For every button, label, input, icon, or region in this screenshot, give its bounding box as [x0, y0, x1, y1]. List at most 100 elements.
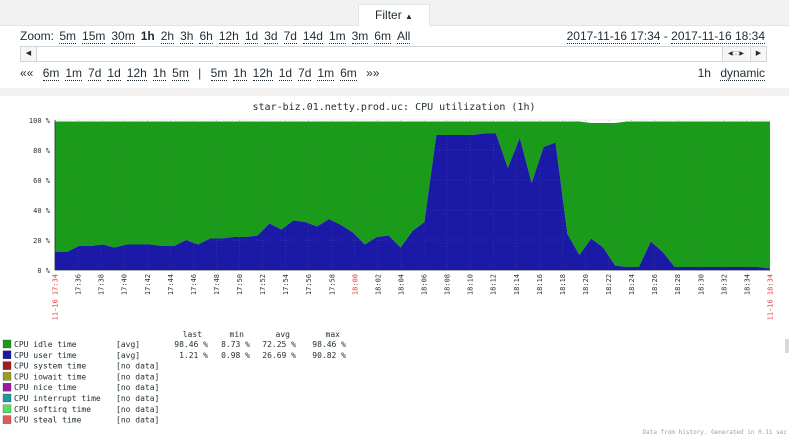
x-tick-label: 18:02: [374, 274, 382, 295]
zoom-option-14d[interactable]: 14d: [302, 29, 323, 44]
x-tick-label: 17:52: [259, 274, 267, 295]
arrow-right-icon: ▶: [755, 50, 762, 57]
x-tick-label: 18:20: [582, 274, 590, 295]
legend-min-value: 8.73 %: [221, 340, 250, 349]
nav-forward-7d[interactable]: 7d: [298, 66, 312, 81]
nav-back-12h[interactable]: 12h: [126, 66, 147, 81]
x-tick-label: 18:26: [651, 274, 659, 295]
cpu-utilization-chart: star-biz.01.netty.prod.uc: CPU utilizati…: [2, 102, 788, 436]
legend-func: [no data]: [116, 405, 159, 414]
time-range-separator: -: [660, 29, 672, 43]
zoom-option-3d[interactable]: 3d: [264, 29, 278, 44]
scroll-handle[interactable]: ◀::::▶: [722, 47, 749, 61]
series-area-cpu-idle-time: [55, 121, 770, 269]
legend-label: CPU user time: [14, 351, 77, 360]
nav-forward-6m[interactable]: 6m: [340, 66, 357, 81]
x-tick-label: 17:42: [144, 274, 152, 295]
zoom-option-12h[interactable]: 12h: [218, 29, 239, 44]
stats-header-min: min: [230, 330, 245, 339]
timeline-scrollbar[interactable]: ◀ ◀::::▶ ▶: [20, 46, 767, 62]
zoom-option-6h[interactable]: 6h: [199, 29, 213, 44]
period-mode-toggle[interactable]: dynamic: [720, 66, 765, 81]
legend-swatch: [2, 361, 12, 370]
time-from-link[interactable]: 2017-11-16 17:34: [566, 29, 661, 44]
zoom-option-1h[interactable]: 1h: [140, 29, 155, 43]
forward-all-link[interactable]: »»: [366, 66, 380, 80]
stats-header-max: max: [326, 330, 341, 339]
x-tick-label: 17:44: [167, 274, 175, 295]
back-all-link[interactable]: ««: [20, 66, 34, 80]
legend-last-value: 98.46 %: [174, 340, 208, 349]
x-tick-label: 18:00: [351, 274, 359, 295]
zoom-option-6m[interactable]: 6m: [374, 29, 391, 44]
nav-forward-12h[interactable]: 12h: [252, 66, 273, 81]
y-tick-label: 0 %: [37, 267, 50, 275]
nav-forward-1m[interactable]: 1m: [317, 66, 335, 81]
legend-label: CPU idle time: [14, 340, 77, 349]
x-tick-label: 17:50: [236, 274, 244, 295]
x-tick-label: 18:16: [536, 274, 544, 295]
filter-toggle-button[interactable]: Filter ▲: [358, 4, 430, 26]
nav-forward-5m[interactable]: 5m: [210, 66, 228, 81]
x-tick-label: 18:06: [421, 274, 429, 295]
x-tick-label: 18:14: [513, 274, 521, 295]
legend-func: [no data]: [116, 383, 159, 392]
legend-min-value: 0.98 %: [221, 351, 250, 360]
scroll-right-button[interactable]: ▶: [750, 47, 766, 61]
legend-label: CPU interrupt time: [14, 394, 101, 403]
nav-back-1h[interactable]: 1h: [152, 66, 167, 81]
legend-label: CPU system time: [14, 362, 86, 371]
zoom-option-1m[interactable]: 1m: [328, 29, 346, 44]
filter-bar: Filter ▲: [0, 0, 789, 26]
legend-func: [avg]: [116, 351, 140, 360]
period-value: 1h: [697, 66, 711, 80]
arrow-left-icon: ◀: [25, 50, 32, 57]
nav-back-1m[interactable]: 1m: [65, 66, 83, 81]
legend-swatch: [2, 383, 12, 392]
x-tick-label: 17:38: [98, 274, 106, 295]
legend-label: CPU nice time: [14, 383, 77, 392]
y-tick-label: 20 %: [33, 237, 51, 245]
zoom-label: Zoom:: [20, 29, 55, 43]
caret-up-icon: ▲: [405, 12, 413, 21]
legend-max-value: 90.82 %: [312, 351, 346, 360]
zoom-option-3m[interactable]: 3m: [351, 29, 369, 44]
legend-func: [no data]: [116, 362, 159, 371]
x-tick-label: 18:12: [490, 274, 498, 295]
zoom-option-30m[interactable]: 30m: [111, 29, 135, 44]
nav-back-6m[interactable]: 6m: [42, 66, 60, 81]
zoom-option-3h[interactable]: 3h: [180, 29, 194, 44]
y-tick-label: 100 %: [29, 117, 51, 125]
x-tick-label: 18:30: [697, 274, 705, 295]
zoom-option-15m[interactable]: 15m: [82, 29, 106, 44]
legend-label: CPU steal time: [14, 416, 82, 425]
chart-title: star-biz.01.netty.prod.uc: CPU utilizati…: [253, 102, 536, 113]
nav-forward-1d[interactable]: 1d: [278, 66, 293, 81]
graph-footer: Data from history. Generated in 0.11 sec: [643, 429, 788, 436]
zoom-option-7d[interactable]: 7d: [283, 29, 297, 44]
scroll-left-button[interactable]: ◀: [21, 47, 37, 61]
x-tick-label: 18:34: [743, 274, 751, 295]
legend-avg-value: 26.69 %: [262, 351, 296, 360]
nav-back-1d[interactable]: 1d: [107, 66, 121, 81]
legend-func: [no data]: [116, 394, 159, 403]
time-range: 2017-11-16 17:34 - 2017-11-16 18:34: [566, 29, 765, 44]
legend-swatch: [2, 415, 12, 424]
drag-handle-icon: ◀::::▶: [728, 51, 744, 57]
time-to-link[interactable]: 2017-11-16 18:34: [671, 29, 765, 44]
nav-back-5m[interactable]: 5m: [172, 66, 189, 81]
period-nav-row: «« 6m 1m 7d 1d 12h 1h 5m | 5m 1h 12h 1d 7d 1m 6m »»: [20, 66, 380, 81]
zoom-option-5m[interactable]: 5m: [59, 29, 77, 44]
legend-func: [no data]: [116, 372, 159, 381]
legend-func: [no data]: [116, 416, 159, 425]
legend-max-value: 98.46 %: [312, 340, 346, 349]
nav-divider: |: [198, 66, 202, 80]
x-tick-label: 18:10: [467, 274, 475, 295]
nav-back-7d[interactable]: 7d: [88, 66, 102, 81]
zoom-option-all[interactable]: All: [396, 29, 411, 44]
zoom-option-2h[interactable]: 2h: [160, 29, 175, 44]
zoom-option-1d[interactable]: 1d: [244, 29, 259, 44]
nav-forward-1h[interactable]: 1h: [233, 66, 247, 81]
graph-resize-handle[interactable]: [785, 339, 789, 353]
x-tick-label: 18:18: [559, 274, 567, 295]
